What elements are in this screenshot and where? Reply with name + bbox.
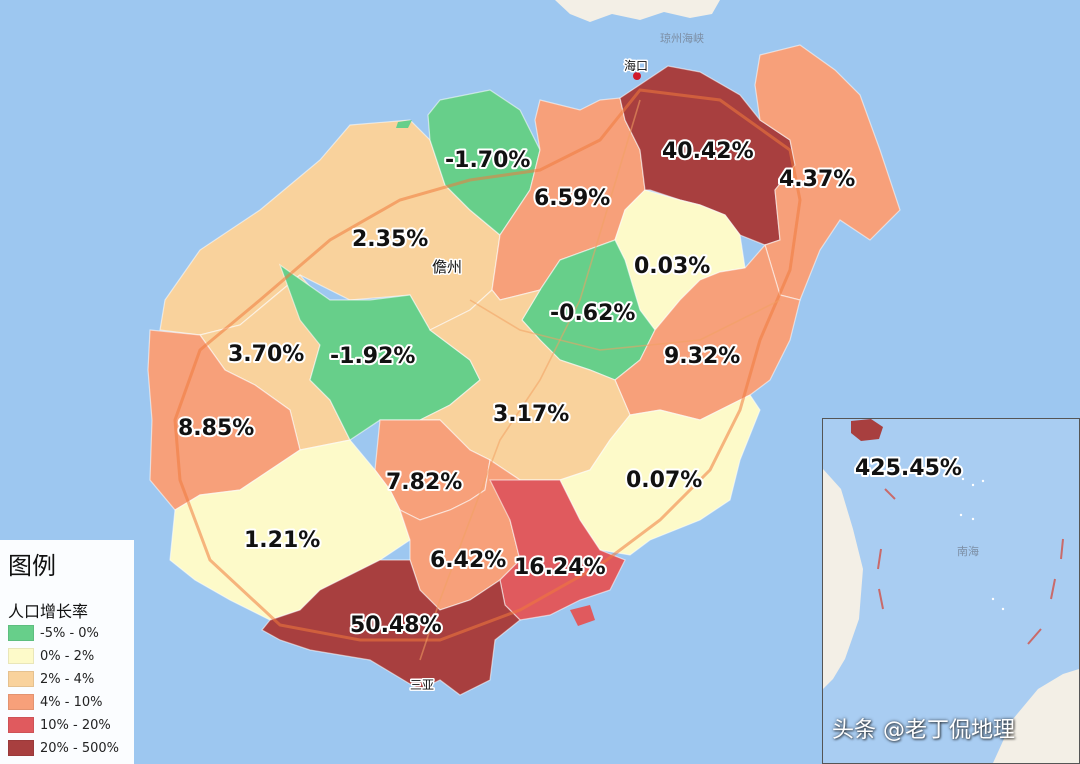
legend-swatch: [8, 740, 34, 756]
label-sansha: 425.45%: [855, 456, 962, 481]
inset-map: 南海 425.45%: [822, 418, 1080, 764]
strait-label: 琼州海峡: [660, 31, 704, 45]
label-wanning: 0.07%: [626, 468, 702, 493]
legend-swatch: [8, 671, 34, 687]
inset-hainan: [851, 419, 883, 441]
danzhou-label: 儋州: [432, 258, 462, 276]
label-qionghai: 9.32%: [664, 344, 740, 369]
legend-subtitle: 人口增长率: [8, 602, 89, 621]
sanya-label: 三亚: [410, 678, 434, 692]
label-sanya: 50.48%: [350, 613, 442, 638]
legend-label: 0% - 2%: [40, 648, 95, 664]
nine-dash-line: [884, 488, 896, 500]
legend-item: 20% - 500%: [8, 739, 119, 757]
label-danzhou: 2.35%: [352, 227, 428, 252]
region-sanya: [261, 559, 521, 696]
legend-label: 2% - 4%: [40, 671, 95, 687]
label-dongfang: 8.85%: [178, 416, 254, 441]
island-dot: [959, 513, 963, 517]
legend: 图例 人口增长率 -5% - 0% 0% - 2% 2% - 4% 4% - 1…: [0, 540, 134, 764]
legend-swatch: [8, 625, 34, 641]
label-tunchang: -0.62%: [550, 301, 635, 326]
label-baisha: -1.92%: [330, 344, 415, 369]
legend-swatch: [8, 694, 34, 710]
label-chengmai: 6.59%: [534, 186, 610, 211]
legend-item: 2% - 4%: [8, 670, 94, 688]
island-dot: [971, 483, 975, 487]
island-dot: [961, 477, 965, 481]
inset-sea-label: 南海: [957, 544, 979, 558]
label-qiongzhong: 3.17%: [493, 402, 569, 427]
legend-item: 0% - 2%: [8, 647, 94, 665]
inset-land: [993, 669, 1079, 763]
island-dot: [1001, 607, 1005, 611]
legend-label: 10% - 20%: [40, 717, 111, 733]
legend-label: -5% - 0%: [40, 625, 99, 641]
inset-svg: 南海 425.45%: [823, 419, 1079, 763]
haikou-marker: [633, 72, 641, 80]
haikou-label: 海口: [624, 58, 648, 73]
label-lingshui: 16.24%: [514, 555, 606, 580]
label-changjiang: 3.70%: [228, 342, 304, 367]
label-dingan: 0.03%: [634, 254, 710, 279]
label-wenchang: 4.37%: [779, 167, 855, 192]
label-haikou: 40.42%: [662, 139, 754, 164]
legend-label: 4% - 10%: [40, 694, 103, 710]
legend-label: 20% - 500%: [40, 740, 120, 756]
legend-item: 10% - 20%: [8, 716, 111, 734]
highway: [469, 299, 781, 351]
region-wanning: [559, 394, 761, 556]
island-fragment: [396, 120, 412, 128]
label-lingao: -1.70%: [445, 148, 530, 173]
region-lingshui: [489, 479, 626, 621]
legend-swatch: [8, 717, 34, 733]
legend-swatch: [8, 648, 34, 664]
inset-land: [823, 469, 863, 689]
central-highway: [419, 99, 641, 661]
mainland-coast: [555, 0, 720, 22]
label-ledong: 1.21%: [244, 528, 320, 553]
island-dot: [991, 597, 995, 601]
label-baoting: 6.42%: [430, 548, 506, 573]
island-dot: [981, 479, 985, 483]
legend-title: 图例: [8, 552, 56, 580]
legend-item: 4% - 10%: [8, 693, 102, 711]
legend-item: -5% - 0%: [8, 624, 99, 642]
nine-dash-line: [877, 538, 1064, 645]
island-fragment: [570, 605, 595, 626]
island-dot: [971, 517, 975, 521]
expressway: [173, 88, 802, 642]
label-wuzhishan: 7.82%: [386, 470, 462, 495]
watermark: 头条 @老丁侃地理: [832, 718, 1015, 743]
